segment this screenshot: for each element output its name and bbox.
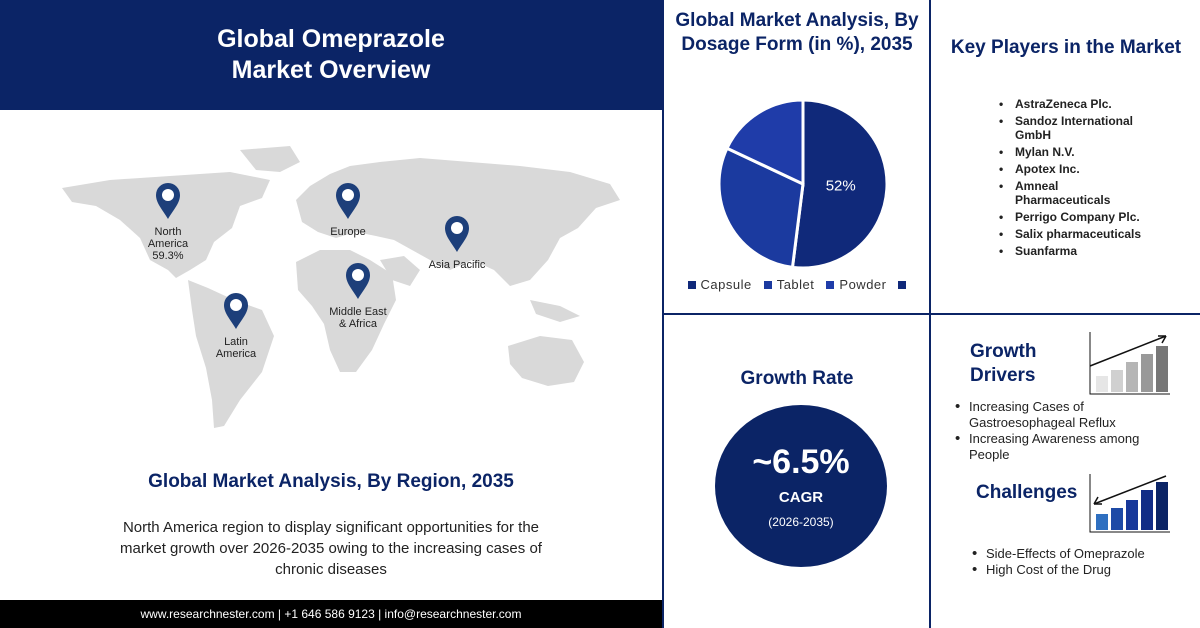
legend-label: Capsule: [700, 277, 752, 292]
header-title: Global Omeprazole Market Overview: [217, 25, 445, 84]
challenges-icon: [1089, 474, 1170, 533]
pin-label: Latin: [224, 336, 248, 348]
key-player: Suanfarma: [999, 244, 1155, 258]
challenges-list: Side-Effects of OmeprazoleHigh Cost of t…: [972, 546, 1176, 578]
key-player: Amneal Pharmaceuticals: [999, 179, 1155, 207]
pin-label: Europe: [330, 226, 365, 238]
map-pin: Asia Pacific: [429, 216, 486, 271]
pin-dot: [342, 189, 354, 201]
key-players-title: Key Players in the Market: [950, 37, 1182, 58]
legend-label: Tablet: [776, 277, 815, 292]
legend: Capsule Tablet Powder: [664, 277, 930, 292]
pin-label: America: [216, 348, 257, 360]
footer-text: www.researchnester.com | +1 646 586 9123…: [140, 607, 522, 621]
legend-swatch: [687, 280, 696, 289]
key-player: Mylan N.V.: [999, 145, 1155, 159]
pin-dot: [162, 189, 174, 201]
pin-label: Asia Pacific: [429, 259, 486, 271]
key-player: Sandoz International GmbH: [999, 114, 1155, 142]
header: Global Omeprazole Market Overview: [0, 0, 662, 110]
growth-rate-value: ~6.5%: [752, 443, 850, 481]
legend-item: Tablet: [763, 277, 815, 292]
legend-swatch: [763, 280, 772, 289]
pin-dot: [451, 222, 463, 234]
pie-title: Global Market Analysis, By Dosage Form (…: [675, 10, 919, 55]
growth-driver: Increasing Awareness among People: [955, 431, 1159, 463]
map-pin: Europe: [330, 183, 366, 238]
pie-slice: [717, 146, 805, 268]
growth-rate-unit: CAGR: [778, 489, 824, 506]
key-player: Perrigo Company Plc.: [999, 210, 1155, 224]
growth-rate-circle: ~6.5% CAGR (2026-2035): [715, 405, 887, 567]
pin-label: Middle East: [329, 306, 386, 318]
growth-driver: Increasing Cases of Gastroesophageal Ref…: [955, 399, 1159, 431]
key-player: Salix pharmaceuticals: [999, 227, 1155, 241]
key-players-list: AstraZeneca Plc. Sandoz International Gmb…: [999, 97, 1155, 261]
region-title: Global Market Analysis, By Region, 2035: [148, 471, 514, 492]
pin-label: North: [155, 226, 182, 238]
legend-item: Capsule: [687, 277, 752, 292]
pin-dot: [230, 299, 242, 311]
growth-drivers-list: Increasing Cases of Gastroesophageal Ref…: [955, 399, 1159, 463]
key-player: AstraZeneca Plc.: [999, 97, 1155, 111]
growth-rate-period: (2026-2035): [768, 515, 834, 529]
pin-dot: [352, 269, 364, 281]
pie-chart: 52%: [717, 98, 889, 268]
growth-drivers-title: Growth Drivers: [970, 341, 1037, 386]
challenges-title: Challenges: [976, 482, 1078, 503]
footer: www.researchnester.com | +1 646 586 9123…: [0, 600, 662, 628]
pie-slice: [724, 98, 805, 187]
legend-swatch: [898, 280, 907, 289]
legend-item: [898, 277, 907, 292]
growth-icon: [1089, 332, 1170, 395]
growth-rate-title: Growth Rate: [740, 368, 854, 389]
legend-swatch: [826, 280, 835, 289]
divider: [662, 313, 1200, 315]
map-pin: Middle East& Africa: [329, 263, 387, 330]
legend-item: Powder: [826, 277, 886, 292]
region-text: North America region to display signific…: [120, 519, 542, 578]
challenge: Side-Effects of Omeprazole: [972, 546, 1176, 562]
pin-label: & Africa: [339, 318, 378, 330]
slice-label: 52%: [826, 177, 856, 194]
pin-label: 59.3%: [152, 250, 183, 262]
legend-label: Powder: [839, 277, 887, 292]
key-player: Apotex Inc.: [999, 162, 1155, 176]
challenge: High Cost of the Drug: [972, 562, 1176, 578]
pin-label: America: [148, 238, 189, 250]
pie-slice: [790, 98, 889, 268]
